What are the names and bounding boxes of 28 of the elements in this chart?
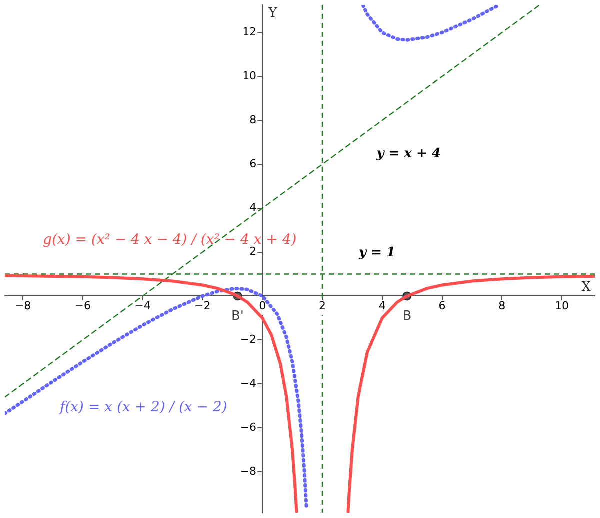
- y-tick-label: 6: [250, 157, 257, 170]
- x-axis-title: X: [582, 280, 592, 296]
- y-tick-label: 12: [242, 26, 257, 39]
- y-axis-title: Y: [268, 6, 278, 21]
- y-tick-label: −2: [240, 333, 257, 346]
- x-tick-label: 2: [318, 300, 326, 313]
- series-label: f(x) = x (x + 2) / (x − 2): [59, 399, 228, 416]
- text: g(x) = (x² − 4 x − 4) / (x² − 4 x + 4): [43, 232, 297, 248]
- y-tick-label: −8: [240, 464, 257, 478]
- series-label: B': [232, 309, 244, 324]
- x-tick-label: 6: [438, 300, 446, 313]
- x-tick-label: −2: [194, 300, 211, 313]
- y-tick-label: −6: [240, 420, 257, 434]
- x-tick-label: −4: [134, 300, 151, 313]
- x-tick-label: 4: [378, 300, 386, 313]
- series-label: B: [402, 309, 412, 324]
- x-tick-label: −8: [14, 300, 32, 313]
- y-tick-label: 10: [242, 69, 257, 82]
- x-tick-label: 10: [555, 300, 570, 313]
- y-tick-label: −4: [240, 376, 257, 390]
- y-tick-label: 8: [250, 113, 257, 126]
- y-tick-label: 4: [250, 201, 257, 214]
- y-tick-label: 2: [250, 245, 257, 258]
- annotation: y = x + 4: [376, 146, 441, 162]
- ref-line-label: y = 1: [358, 245, 396, 260]
- x-tick-label: 8: [498, 300, 506, 313]
- x-tick-label: 0: [259, 300, 266, 313]
- x-tick-label: −6: [74, 300, 91, 313]
